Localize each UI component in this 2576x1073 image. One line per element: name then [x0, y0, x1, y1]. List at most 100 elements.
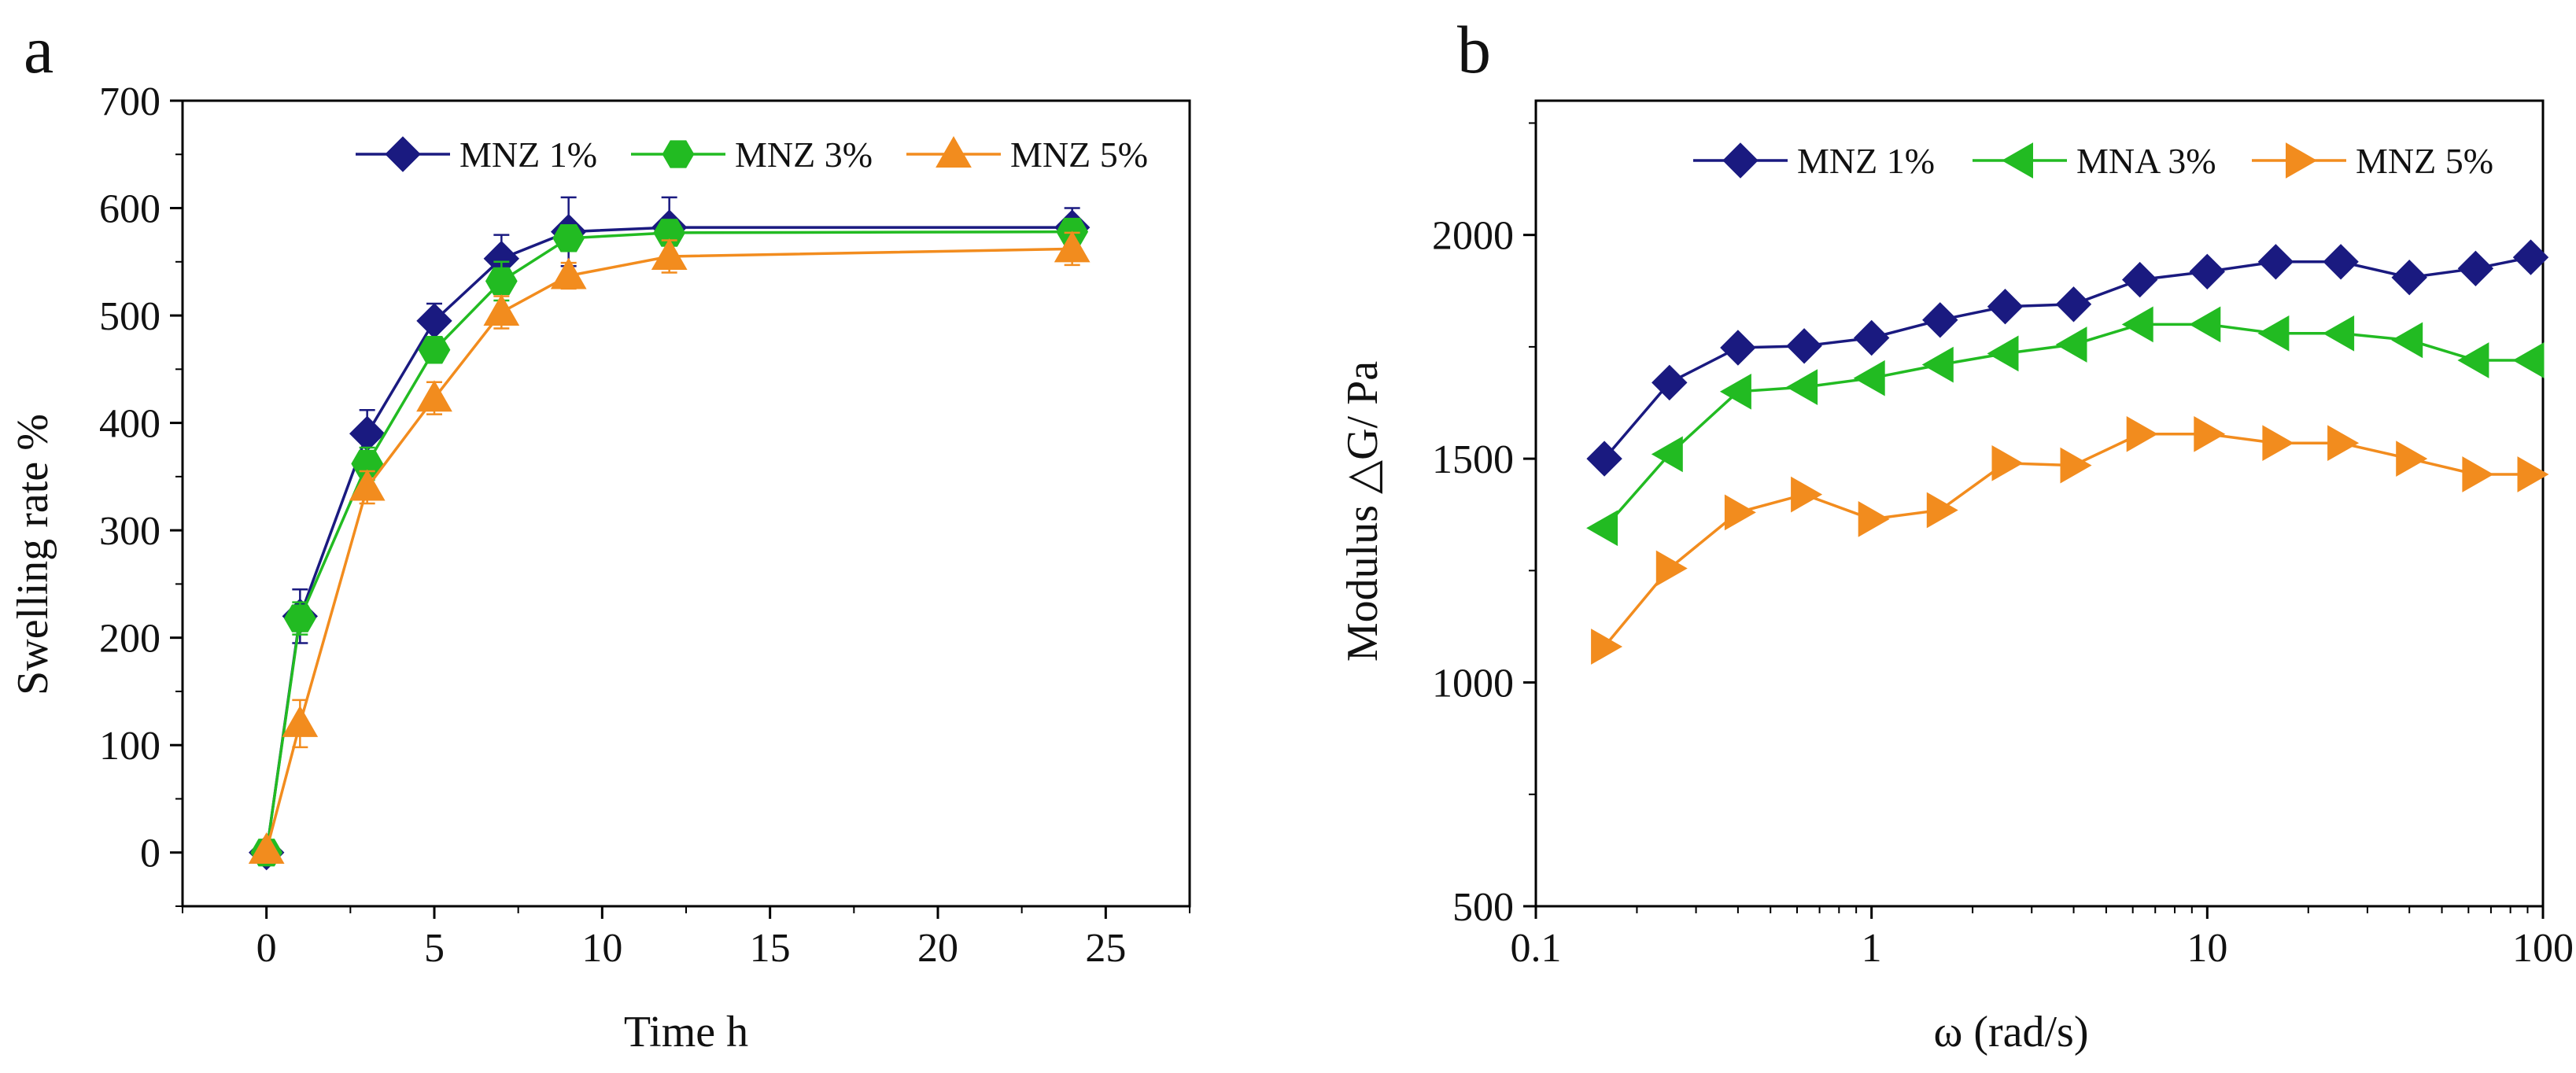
data-point [1922, 302, 1958, 338]
legend-marker [2001, 142, 2033, 179]
data-point [248, 831, 285, 864]
data-point [2391, 322, 2423, 359]
data-point [282, 705, 319, 737]
data-point [2189, 306, 2221, 343]
panel-a-label: a [24, 12, 54, 87]
data-point [1853, 360, 1885, 396]
data-point [2517, 456, 2549, 492]
data-point [1724, 494, 1756, 531]
legend-marker [1722, 142, 1759, 179]
y-tick-label: 1000 [1432, 662, 1514, 706]
data-point [2457, 342, 2489, 378]
data-point [1586, 510, 1618, 547]
data-point [1921, 346, 1954, 383]
data-point [2060, 447, 2092, 484]
x-tick-label: 20 [917, 926, 958, 971]
legend-marker [936, 135, 972, 168]
data-point [283, 604, 316, 632]
data-point [2189, 253, 2226, 290]
data-point [2121, 306, 2153, 343]
data-point [2257, 315, 2290, 352]
y-tick-label: 1500 [1432, 437, 1514, 482]
series-mnz-1 [248, 196, 1091, 871]
plot-frame [1534, 99, 2545, 908]
series-line [265, 247, 1072, 851]
y-tick-label: 400 [99, 402, 161, 447]
data-point [1786, 369, 1818, 405]
data-point [483, 293, 520, 326]
x-tick-label: 25 [1085, 926, 1126, 971]
legend-label: MNA 3% [2076, 141, 2216, 181]
panel-b-label: b [1457, 12, 1491, 87]
data-point [2121, 261, 2158, 298]
data-point [2323, 315, 2355, 352]
panel-b-x-axis-title: ω (rad/s) [1933, 1008, 2088, 1056]
data-point [1853, 319, 1890, 356]
data-point [2391, 259, 2427, 296]
y-tick-label: 100 [99, 724, 161, 769]
data-point [349, 469, 386, 501]
data-point [2512, 342, 2545, 378]
data-point [1720, 330, 1756, 366]
legend-label: MNZ 1% [1797, 141, 1935, 181]
data-point [1987, 335, 2019, 372]
legend-item: MNZ 1% [1693, 141, 1935, 181]
legend-label: MNZ 3% [735, 135, 873, 175]
data-point [2262, 425, 2294, 462]
data-point [2327, 425, 2360, 462]
data-point [1054, 230, 1091, 263]
legend-item: MNZ 3% [631, 135, 873, 175]
data-point [2323, 244, 2359, 280]
x-tick-label: 1 [1862, 926, 1882, 971]
data-point [1987, 288, 2024, 325]
legend-item: MNZ 5% [2252, 141, 2493, 181]
series-line [264, 230, 1072, 853]
data-point [2512, 239, 2549, 275]
legend-label: MNZ 5% [2356, 141, 2493, 181]
panel-b-y-axis-title: Modulus △G/ Pa [1338, 361, 1387, 662]
y-tick-label: 300 [99, 509, 161, 554]
x-tick-label: 10 [581, 926, 622, 971]
legend-item: MNA 3% [1973, 141, 2216, 181]
x-tick-label: 100 [2512, 926, 2574, 971]
panel-a-y-axis-title: Swelling rate % [9, 414, 57, 695]
data-point [1655, 550, 1688, 587]
legend: MNZ 1% MNA 3% MNZ 5% [1693, 141, 2493, 181]
legend-marker [2286, 142, 2318, 179]
data-point [1786, 328, 1822, 364]
legend-marker [662, 140, 695, 168]
data-point [418, 336, 451, 364]
legend-item: MNZ 5% [906, 135, 1148, 175]
data-point [1858, 501, 1890, 537]
data-point [2457, 250, 2494, 287]
series-mnz-5 [248, 230, 1091, 864]
x-tick-label: 0.1 [1511, 926, 1562, 971]
y-tick-label: 700 [99, 79, 161, 124]
panel-a: a 0 5 10 15 20 25 0 100 200 300 400 500 600 700 MNZ 1%… [9, 12, 1191, 1056]
y-tick-label: 0 [140, 831, 161, 876]
legend-marker [385, 136, 421, 172]
series-mnz-5 [1591, 415, 2549, 665]
series-mnz-3 [250, 217, 1089, 867]
data-point [1652, 364, 1688, 401]
y-tick-label: 500 [1452, 885, 1514, 930]
series-line [264, 226, 1072, 853]
data-point [2055, 286, 2092, 323]
y-tick-label: 600 [99, 187, 161, 232]
data-point [2194, 415, 2226, 452]
data-point [1586, 441, 1622, 477]
legend-label: MNZ 5% [1010, 135, 1148, 175]
y-tick-label: 200 [99, 617, 161, 662]
data-point [1991, 444, 2024, 481]
x-tick-label: 5 [424, 926, 445, 971]
y-tick-label: 2000 [1432, 214, 1514, 259]
data-point [2396, 441, 2428, 477]
panel-a-x-axis-title: Time h [624, 1008, 748, 1056]
data-point [651, 238, 688, 270]
x-tick-label: 0 [256, 926, 277, 971]
data-point [1591, 629, 1623, 665]
data-point [2462, 456, 2494, 492]
data-point [2055, 326, 2087, 363]
